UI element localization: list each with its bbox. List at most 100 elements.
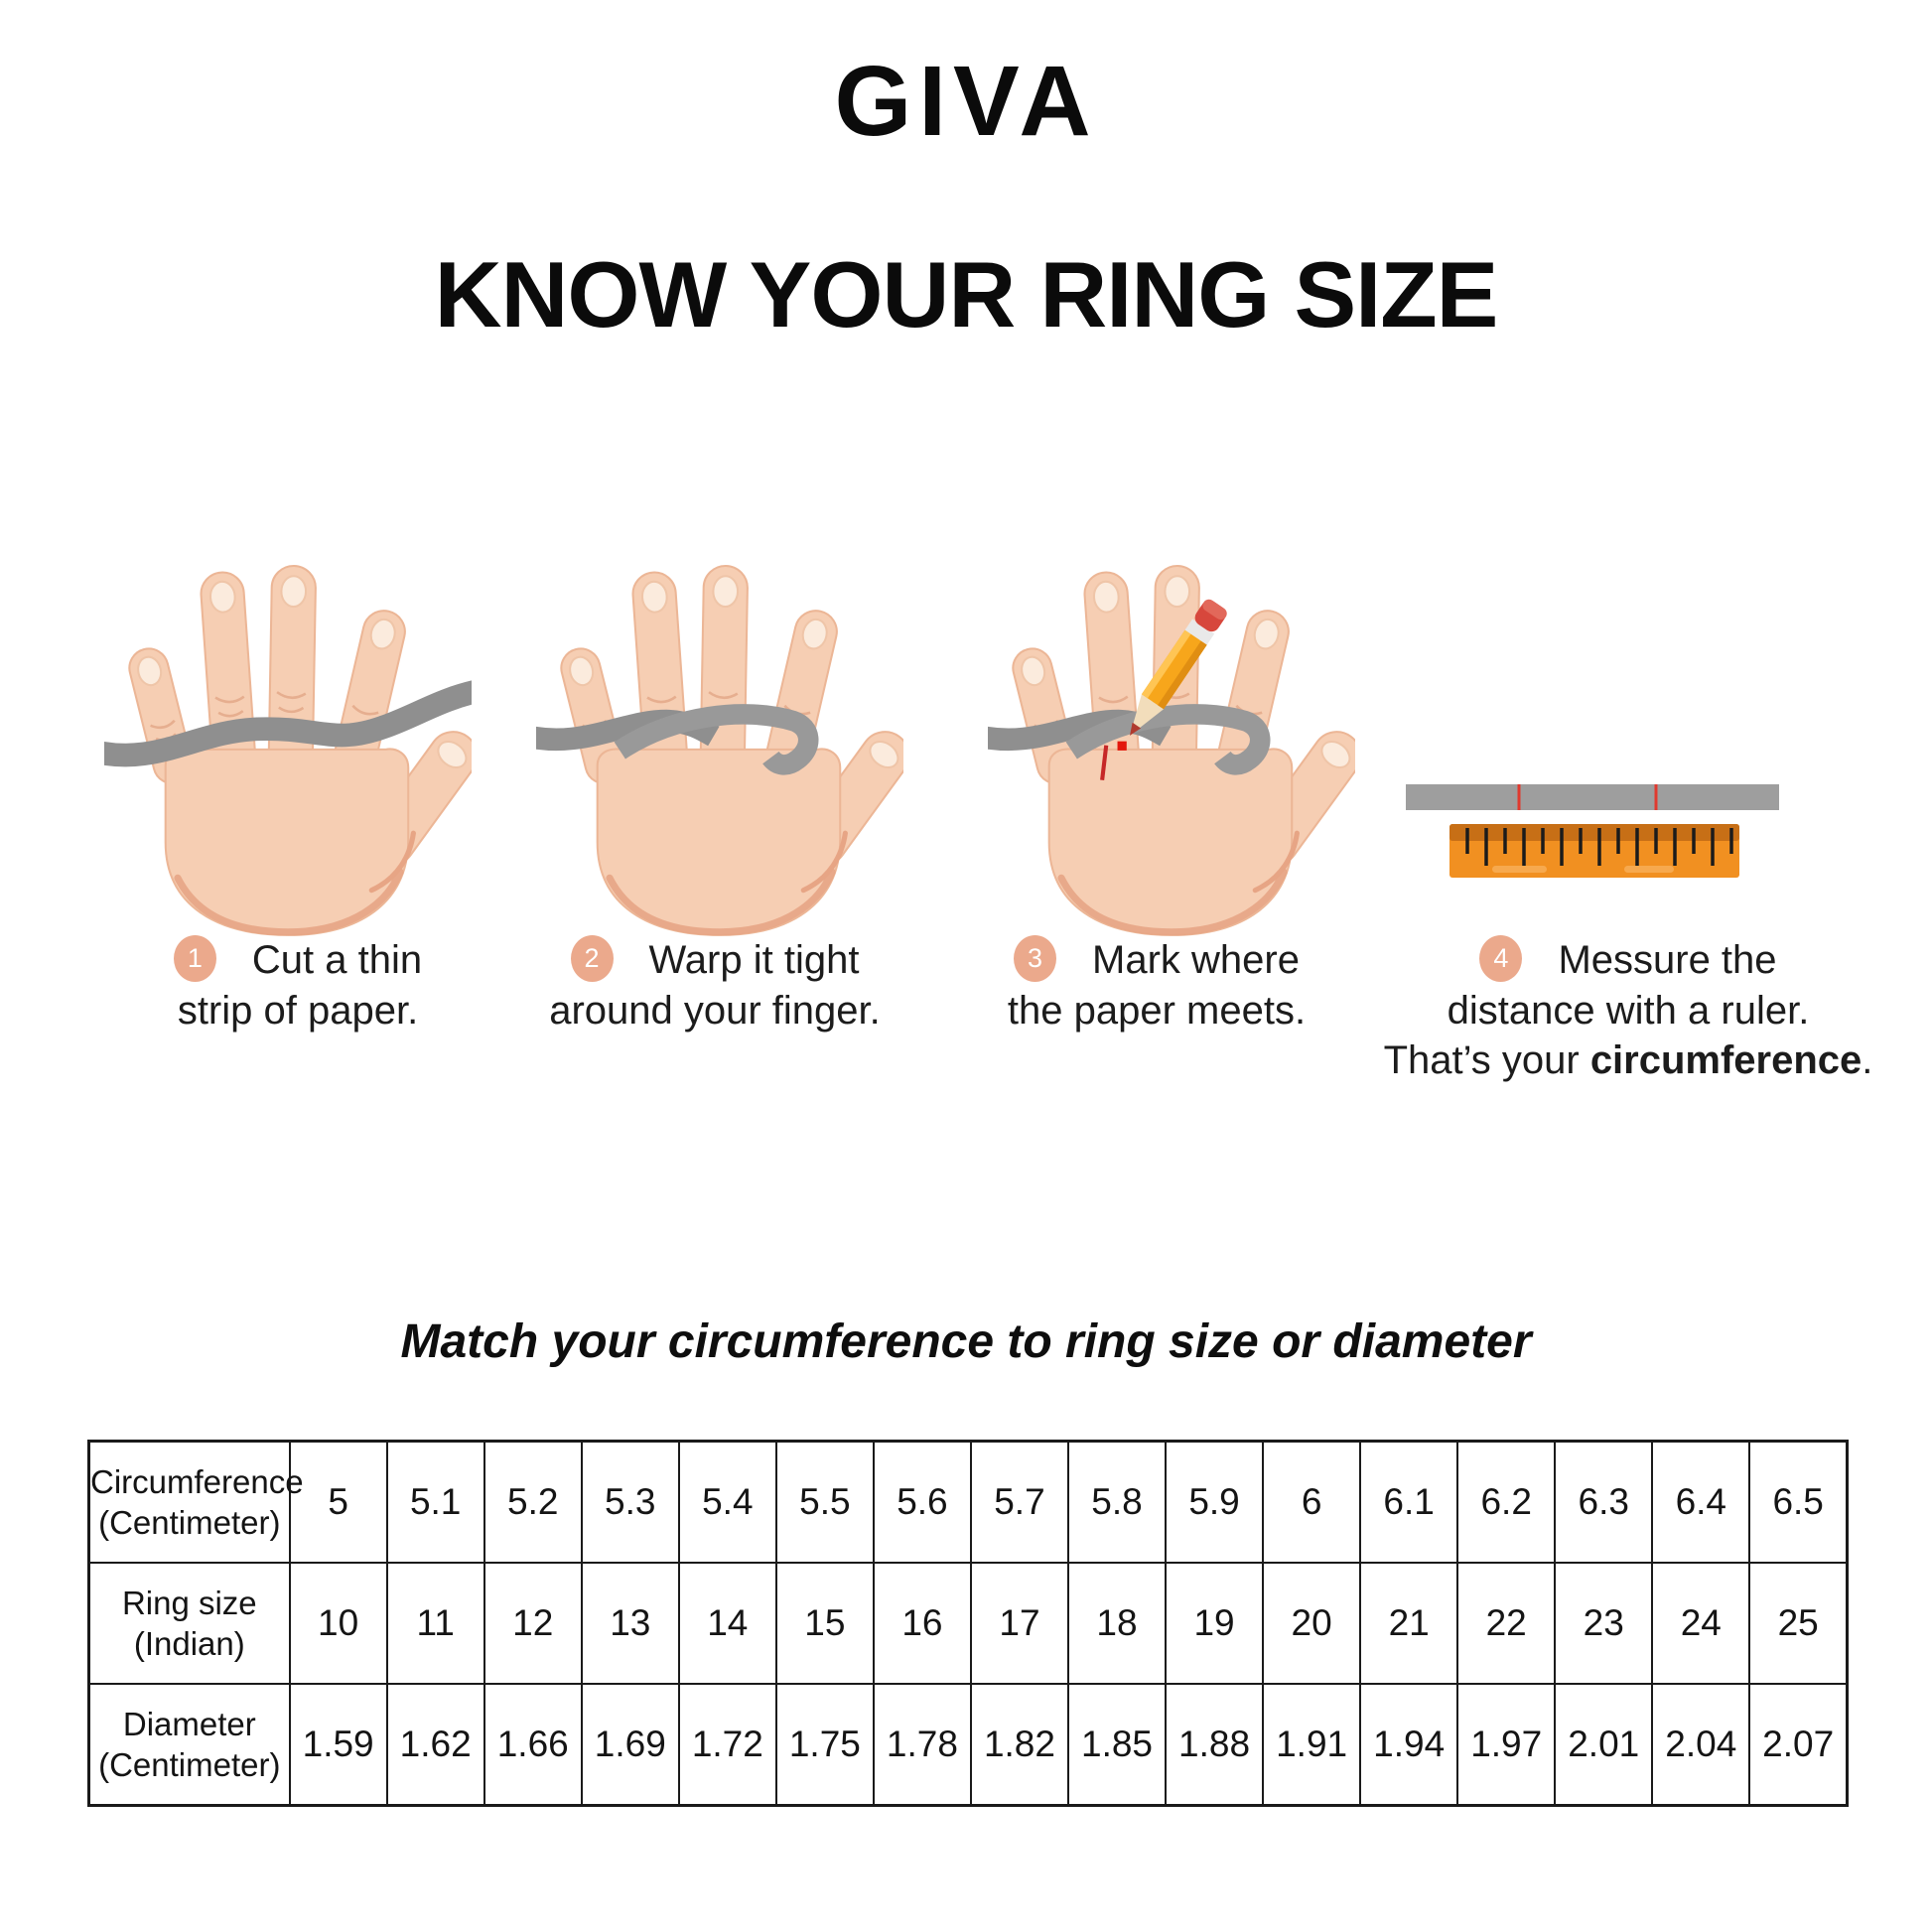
value-cell: 1.59 bbox=[288, 1683, 388, 1807]
value-cell: 23 bbox=[1554, 1562, 1654, 1685]
thumb-nail bbox=[1320, 740, 1351, 769]
value-cell: 1.88 bbox=[1165, 1683, 1265, 1807]
pencil-icon bbox=[1129, 599, 1227, 736]
table-row: Ring size (Indian) 10 11 12 13 14 15 16 17 18 19 20 2… bbox=[87, 1562, 1849, 1685]
step-3-line-2: the paper meets. bbox=[1007, 988, 1307, 1033]
value-cell: 6.3 bbox=[1554, 1440, 1654, 1564]
step-4-line-1: 4 Messure the bbox=[1365, 934, 1891, 986]
hand-icon bbox=[988, 564, 1355, 936]
value-cell: 22 bbox=[1456, 1562, 1557, 1685]
step-2-line-2: around your finger. bbox=[549, 988, 881, 1033]
thumb-crease bbox=[368, 830, 416, 894]
palm-shadow bbox=[174, 868, 404, 936]
palm-shadow bbox=[1057, 868, 1288, 936]
value-cell: 25 bbox=[1748, 1562, 1849, 1685]
page-title: KNOW YOUR RING SIZE bbox=[434, 242, 1499, 346]
value-cell: 18 bbox=[1066, 1562, 1168, 1685]
row-label: Diameter (Centimeter) bbox=[87, 1683, 291, 1807]
hand-icon bbox=[104, 564, 472, 936]
value-cell: 5.7 bbox=[969, 1440, 1069, 1564]
thumb-crease bbox=[1252, 830, 1300, 894]
step-4-caption: 4 Messure the distance with a ruler. That… bbox=[1365, 934, 1891, 1085]
value-cell: 5.9 bbox=[1165, 1440, 1265, 1564]
value-cell: 13 bbox=[580, 1562, 680, 1685]
hand-step-2-illustration bbox=[536, 531, 903, 939]
thumb-nail bbox=[869, 740, 899, 769]
value-cell: 6.4 bbox=[1651, 1440, 1751, 1564]
step-1-badge: 1 bbox=[173, 934, 216, 982]
mark-red-dot bbox=[1117, 741, 1127, 751]
value-cell: 12 bbox=[483, 1562, 583, 1685]
value-cell: 5.6 bbox=[872, 1440, 972, 1564]
value-cell: 5.2 bbox=[483, 1440, 583, 1564]
ring-size-table-body: Circumference (Centimeter) 5 5.1 5.2 5.3 5.4 5.… bbox=[87, 1440, 1849, 1807]
thumb-crease bbox=[800, 830, 848, 894]
step-3-badge: 3 bbox=[1014, 934, 1057, 982]
value-cell: 1.91 bbox=[1262, 1683, 1362, 1807]
value-cell: 6.5 bbox=[1748, 1440, 1849, 1564]
ruler-icon bbox=[1406, 784, 1779, 878]
value-cell: 6.2 bbox=[1456, 1440, 1557, 1564]
value-cell: 5.3 bbox=[580, 1440, 680, 1564]
step-2-badge: 2 bbox=[570, 934, 614, 982]
hand-step-1-illustration bbox=[104, 531, 472, 939]
thumb-nail bbox=[437, 740, 468, 769]
value-cell: 2.07 bbox=[1748, 1683, 1849, 1807]
step-3-caption: 3 Mark where the paper meets. bbox=[953, 934, 1360, 1035]
value-cell: 14 bbox=[677, 1562, 777, 1685]
value-cell: 6.1 bbox=[1359, 1440, 1459, 1564]
paper-strip-flat-icon bbox=[1406, 784, 1779, 810]
palm-shadow bbox=[606, 868, 836, 936]
ruler-step-4-illustration bbox=[1398, 776, 1787, 906]
row-label: Circumference (Centimeter) bbox=[87, 1440, 304, 1564]
step-1-line-1: 1 Cut a thin bbox=[94, 934, 501, 986]
value-cell: 17 bbox=[969, 1562, 1069, 1685]
mark-red-line bbox=[1100, 745, 1109, 780]
value-cell: 10 bbox=[288, 1562, 388, 1685]
hand-icon bbox=[536, 564, 903, 936]
value-cell: 6 bbox=[1262, 1440, 1362, 1564]
paper-strip-wrapped-icon bbox=[536, 704, 819, 775]
step-2-caption: 2 Warp it tight around your finger. bbox=[511, 934, 918, 1035]
value-cell: 1.66 bbox=[483, 1683, 583, 1807]
value-cell: 1.94 bbox=[1359, 1683, 1459, 1807]
value-cell: 2.01 bbox=[1554, 1683, 1654, 1807]
hand-step-3-illustration bbox=[988, 531, 1355, 939]
value-cell: 20 bbox=[1262, 1562, 1362, 1685]
value-cell: 1.72 bbox=[677, 1683, 777, 1807]
value-cell: 16 bbox=[872, 1562, 972, 1685]
step-4-line-2: distance with a ruler. bbox=[1447, 988, 1810, 1033]
ring-size-table: Circumference (Centimeter) 5 5.1 5.2 5.3 5.4 5.… bbox=[87, 1440, 1849, 1807]
value-cell: 1.78 bbox=[872, 1683, 972, 1807]
step-3-line-1: 3 Mark where bbox=[953, 934, 1360, 986]
value-cell: 1.75 bbox=[774, 1683, 875, 1807]
value-cell: 24 bbox=[1651, 1562, 1751, 1685]
value-cell: 5 bbox=[288, 1440, 388, 1564]
paper-strip-icon bbox=[104, 680, 472, 767]
step-4-badge: 4 bbox=[1479, 934, 1523, 982]
step-4-line-3: That’s your circumference. bbox=[1383, 1037, 1873, 1082]
table-row: Diameter (Centimeter) 1.59 1.62 1.66 1.69 1.72… bbox=[87, 1683, 1849, 1807]
value-cell: 5.8 bbox=[1066, 1440, 1168, 1564]
giva-logo: GIVA bbox=[834, 46, 1098, 157]
value-cell: 1.62 bbox=[385, 1683, 485, 1807]
table-row: Circumference (Centimeter) 5 5.1 5.2 5.3 5.4 5.… bbox=[87, 1440, 1849, 1564]
value-cell: 5.5 bbox=[774, 1440, 875, 1564]
value-cell: 1.82 bbox=[969, 1683, 1069, 1807]
value-cell: 15 bbox=[774, 1562, 875, 1685]
step-1-caption: 1 Cut a thin strip of paper. bbox=[94, 934, 501, 1035]
value-cell: 1.97 bbox=[1456, 1683, 1557, 1807]
value-cell: 2.04 bbox=[1651, 1683, 1751, 1807]
value-cell: 19 bbox=[1165, 1562, 1265, 1685]
value-cell: 11 bbox=[385, 1562, 485, 1685]
row-label: Ring size (Indian) bbox=[87, 1562, 291, 1685]
value-cell: 1.85 bbox=[1066, 1683, 1168, 1807]
value-cell: 1.69 bbox=[580, 1683, 680, 1807]
step-1-line-2: strip of paper. bbox=[177, 988, 419, 1033]
value-cell: 5.1 bbox=[385, 1440, 485, 1564]
value-cell: 21 bbox=[1359, 1562, 1459, 1685]
step-2-line-1: 2 Warp it tight bbox=[511, 934, 918, 986]
match-heading: Match your circumference to ring size or… bbox=[400, 1315, 1532, 1368]
value-cell: 5.4 bbox=[677, 1440, 777, 1564]
